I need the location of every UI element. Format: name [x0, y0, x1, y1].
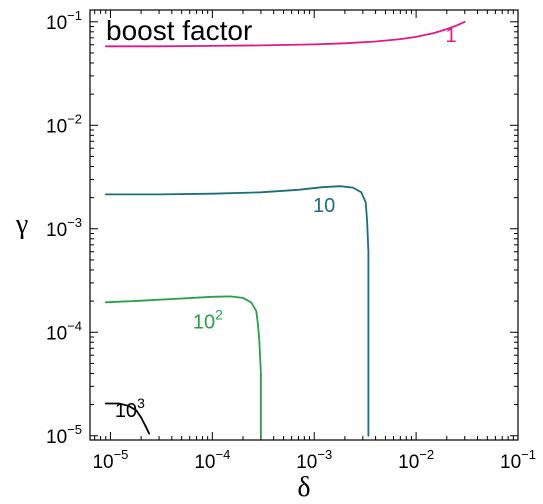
- x-tick-label: 10−2: [398, 447, 434, 473]
- x-tick-label: 10−4: [194, 447, 230, 473]
- label-layer: 10−5 10−4 10−3 10−2 10−1 10−5 10−4 10−3 10−2 10−1…: [46, 8, 536, 473]
- contour-1-line: [104, 20, 466, 48]
- y-tick-label: 10−3: [46, 215, 82, 241]
- contour-10-label: 10: [313, 195, 335, 217]
- contour-1-label: 1: [445, 25, 456, 47]
- y-tick-label: 10−4: [46, 318, 82, 344]
- x-axis-label: δ: [297, 472, 310, 503]
- y-tick-label: 10−2: [46, 111, 82, 137]
- contour-1000-line: [104, 402, 151, 435]
- y-tick-label: 10−1: [46, 8, 82, 34]
- contour-10-line: [104, 185, 370, 437]
- contour-1000-label: 103: [115, 395, 145, 422]
- x-tick-label: 10−1: [500, 447, 536, 473]
- y-axis-label: γ: [15, 209, 28, 240]
- contour-100-line: [104, 295, 262, 437]
- contour-100-label: 102: [193, 306, 223, 333]
- x-tick-label: 10−5: [92, 447, 128, 473]
- contour-layer: [104, 20, 466, 437]
- boost-factor-annotation: boost factor: [106, 15, 252, 46]
- y-tick-label: 10−5: [46, 422, 82, 448]
- x-tick-label: 10−3: [296, 447, 332, 473]
- tick-layer: [90, 10, 519, 440]
